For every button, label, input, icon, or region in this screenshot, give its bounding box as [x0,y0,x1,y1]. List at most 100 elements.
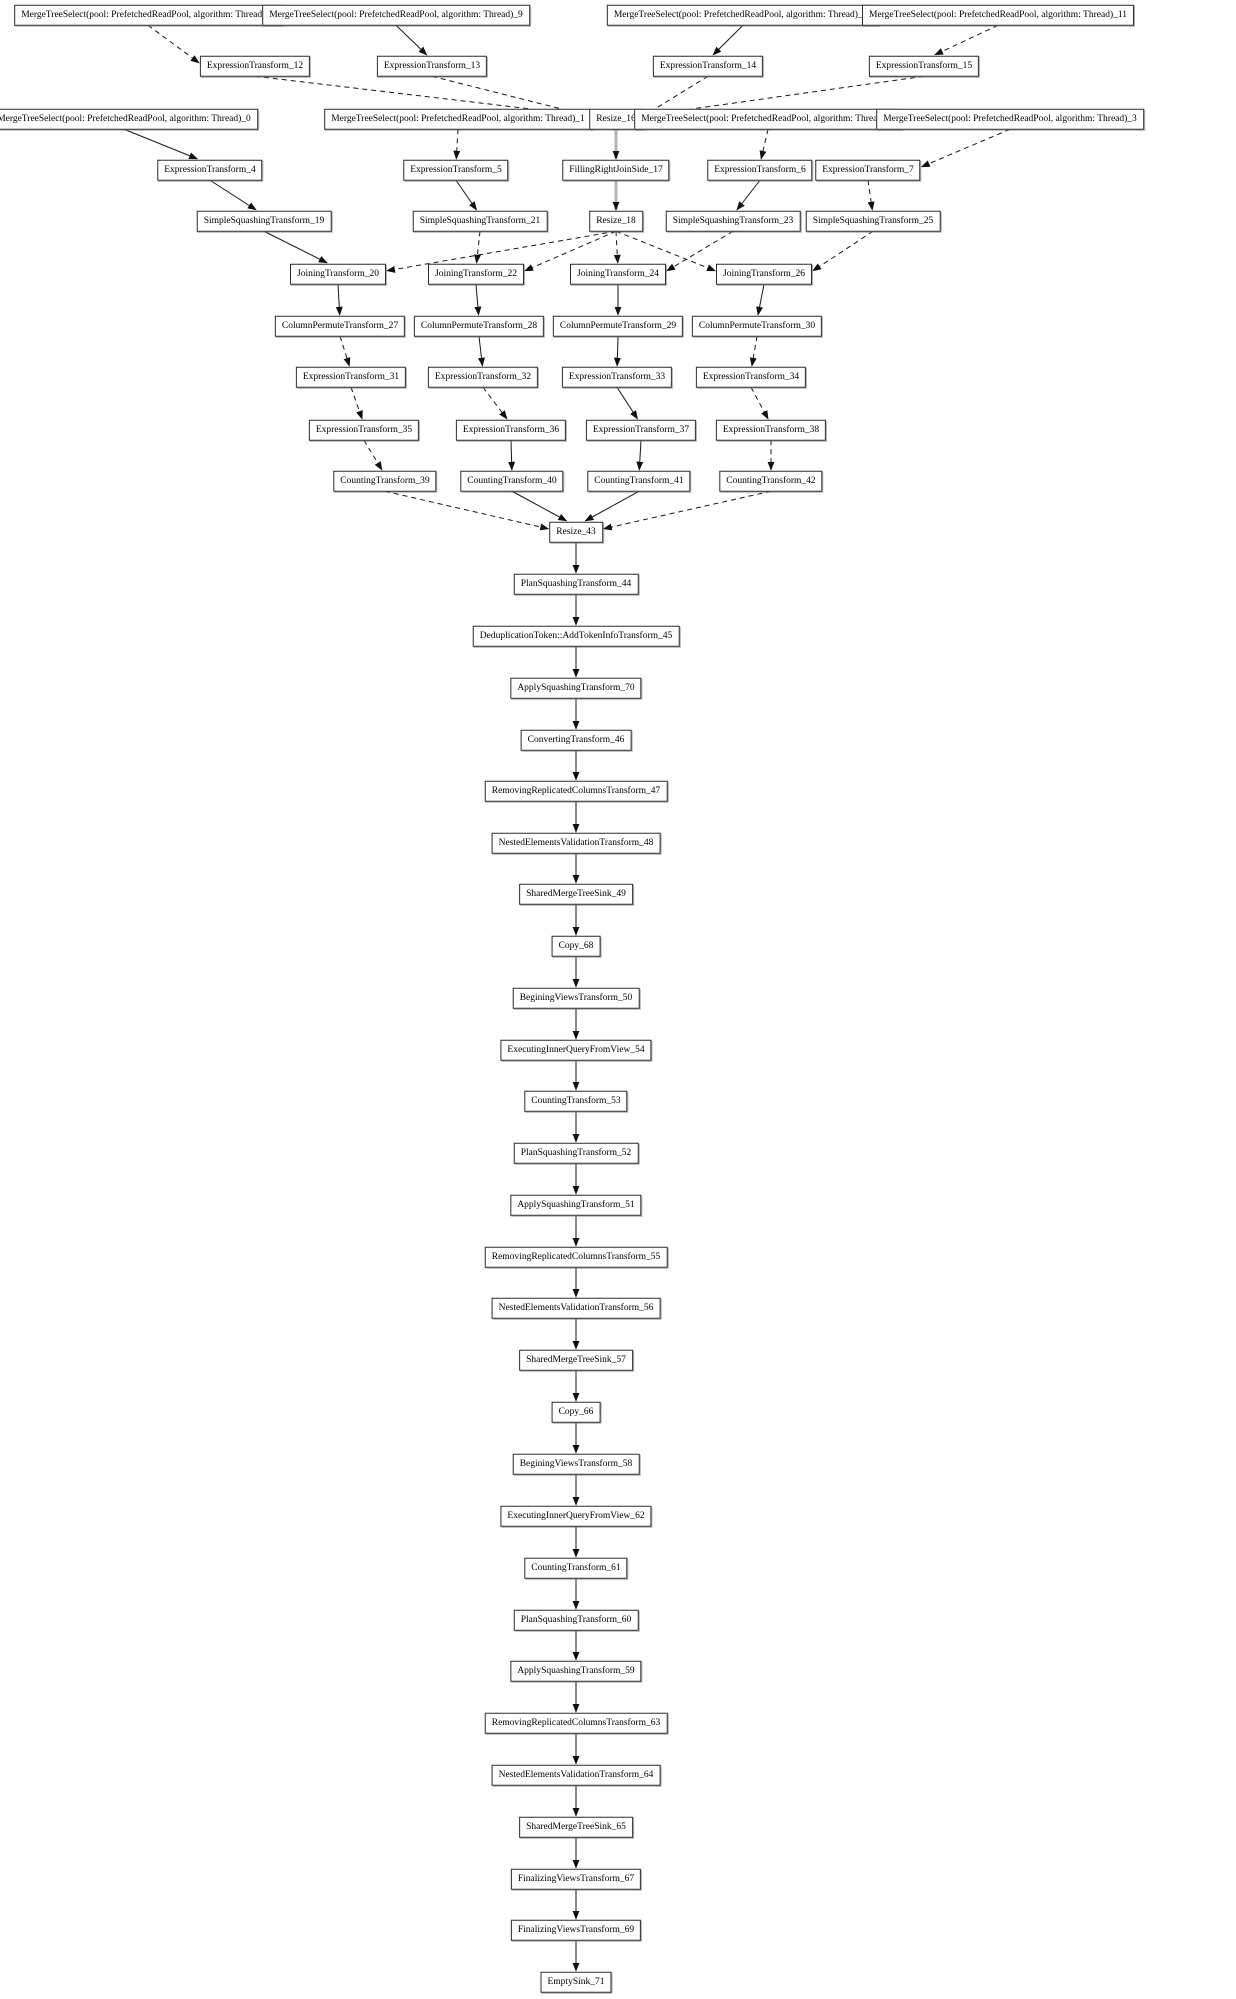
edge-JoiningTransform_22-to-ColumnPermuteTransform_28 [474,284,482,316]
node-FinalizingViewsTransform_67: FinalizingViewsTransform_67 [510,1868,642,1890]
node-ExpressionTransform_14: ExpressionTransform_14 [652,55,764,77]
edge-MergeTreeSelect_0-to-ExpressionTransform_4 [123,128,199,160]
edge-ColumnPermuteTransform_27-to-ExpressionTransform_31 [339,336,351,367]
node-ColumnPermuteTransform_27: ColumnPermuteTransform_27 [274,315,406,337]
node-MergeTreeSelect_11: MergeTreeSelect(pool: PrefetchedReadPool… [861,4,1135,26]
edge-CountingTransform_42-to-Resize_43 [602,490,772,531]
edge-SimpleSquashingTransform_21-to-JoiningTransform_22 [473,231,481,264]
edge-SimpleSquashingTransform_19-to-JoiningTransform_20 [263,230,328,264]
edge-ExpressionTransform_5-to-SimpleSquashingTransform_21 [455,179,477,211]
node-MergeTreeSelect_1: MergeTreeSelect(pool: PrefetchedReadPool… [324,108,592,130]
edge-ExpressionTransform_34-to-ExpressionTransform_38 [750,387,769,420]
node-ExpressionTransform_38: ExpressionTransform_38 [715,419,827,441]
node-CountingTransform_53: CountingTransform_53 [524,1090,628,1112]
node-ExpressionTransform_12: ExpressionTransform_12 [199,55,311,77]
node-RemovingReplicatedColumnsTransform_63: RemovingReplicatedColumnsTransform_63 [484,1712,668,1734]
node-PlanSquashingTransform_52: PlanSquashingTransform_52 [513,1142,639,1164]
node-JoiningTransform_22: JoiningTransform_22 [428,263,524,285]
edge-ExpressionTransform_4-to-SimpleSquashingTransform_19 [209,179,257,211]
node-CountingTransform_39: CountingTransform_39 [333,470,437,492]
edge-SimpleSquashingTransform_25-to-JoiningTransform_26 [812,230,874,272]
node-MergeTreeSelect_2: MergeTreeSelect(pool: PrefetchedReadPool… [634,108,902,130]
node-SharedMergeTreeSink_65: SharedMergeTreeSink_65 [519,1816,633,1838]
node-MergeTreeSelect_0: MergeTreeSelect(pool: PrefetchedReadPool… [0,108,258,130]
node-MergeTreeSelect_10: MergeTreeSelect(pool: PrefetchedReadPool… [606,4,880,26]
node-MergeTreeSelect_8: MergeTreeSelect(pool: PrefetchedReadPool… [14,4,282,26]
node-CountingTransform_40: CountingTransform_40 [460,470,564,492]
node-ColumnPermuteTransform_29: ColumnPermuteTransform_29 [552,315,684,337]
node-PlanSquashingTransform_60: PlanSquashingTransform_60 [513,1609,639,1631]
edge-ExpressionTransform_32-to-ExpressionTransform_36 [482,386,508,420]
node-ColumnPermuteTransform_28: ColumnPermuteTransform_28 [413,315,545,337]
node-MergeTreeSelect_3: MergeTreeSelect(pool: PrefetchedReadPool… [876,108,1144,130]
edge-ExpressionTransform_36-to-CountingTransform_40 [508,440,516,471]
edge-CountingTransform_40-to-Resize_43 [511,490,568,522]
edge-CountingTransform_41-to-Resize_43 [584,490,640,522]
node-Resize_43: Resize_43 [549,521,603,543]
node-ExpressionTransform_4: ExpressionTransform_4 [157,159,263,181]
node-BeginingViewsTransform_58: BeginingViewsTransform_58 [512,1453,640,1475]
node-BeginingViewsTransform_50: BeginingViewsTransform_50 [512,987,640,1009]
node-ExpressionTransform_15: ExpressionTransform_15 [868,55,980,77]
node-FillingRightJoinSide_17: FillingRightJoinSide_17 [562,159,670,181]
edge-CountingTransform_39-to-Resize_43 [384,490,550,531]
edge-JoiningTransform_26-to-ColumnPermuteTransform_30 [756,284,765,316]
node-CountingTransform_41: CountingTransform_41 [587,470,691,492]
node-FinalizingViewsTransform_69: FinalizingViewsTransform_69 [510,1919,642,1941]
edge-ColumnPermuteTransform_30-to-ExpressionTransform_34 [749,336,758,367]
node-ExpressionTransform_31: ExpressionTransform_31 [295,366,407,388]
node-PlanSquashingTransform_44: PlanSquashingTransform_44 [513,573,639,595]
node-ExpressionTransform_37: ExpressionTransform_37 [585,419,697,441]
node-NestedElementsValidationTransform_64: NestedElementsValidationTransform_64 [491,1764,661,1786]
node-EmptySink_71: EmptySink_71 [540,1971,612,1993]
edge-MergeTreeSelect_10-to-ExpressionTransform_14 [712,24,744,56]
node-Copy_68: Copy_68 [551,935,601,957]
node-ExpressionTransform_36: ExpressionTransform_36 [455,419,567,441]
node-RemovingReplicatedColumnsTransform_47: RemovingReplicatedColumnsTransform_47 [484,780,668,802]
node-SimpleSquashingTransform_25: SimpleSquashingTransform_25 [805,210,941,232]
edge-ColumnPermuteTransform_29-to-ExpressionTransform_33 [613,336,621,367]
edge-MergeTreeSelect_9-to-ExpressionTransform_13 [395,24,428,56]
node-ApplySquashingTransform_51: ApplySquashingTransform_51 [510,1194,642,1216]
node-CountingTransform_61: CountingTransform_61 [524,1557,628,1579]
node-ExpressionTransform_6: ExpressionTransform_6 [707,159,813,181]
node-NestedElementsValidationTransform_56: NestedElementsValidationTransform_56 [491,1297,661,1319]
edge-ExpressionTransform_7-to-SimpleSquashingTransform_25 [867,180,875,211]
node-SimpleSquashingTransform_19: SimpleSquashingTransform_19 [196,210,332,232]
node-ExpressionTransform_32: ExpressionTransform_32 [427,366,539,388]
node-Resize_18: Resize_18 [589,210,643,232]
node-ConvertingTransform_46: ConvertingTransform_46 [520,729,632,751]
node-ColumnPermuteTransform_30: ColumnPermuteTransform_30 [691,315,823,337]
edge-JoiningTransform_20-to-ColumnPermuteTransform_27 [335,284,343,316]
node-RemovingReplicatedColumnsTransform_55: RemovingReplicatedColumnsTransform_55 [484,1246,668,1268]
node-ExpressionTransform_34: ExpressionTransform_34 [695,366,807,388]
edge-ExpressionTransform_35-to-CountingTransform_39 [363,439,383,471]
edge-ExpressionTransform_31-to-ExpressionTransform_35 [350,387,363,420]
node-ApplySquashingTransform_59: ApplySquashingTransform_59 [510,1660,642,1682]
edge-ExpressionTransform_37-to-CountingTransform_41 [636,440,644,471]
node-ExpressionTransform_35: ExpressionTransform_35 [308,419,420,441]
node-ExpressionTransform_5: ExpressionTransform_5 [403,159,509,181]
node-SharedMergeTreeSink_49: SharedMergeTreeSink_49 [519,883,633,905]
node-SimpleSquashingTransform_21: SimpleSquashingTransform_21 [412,210,548,232]
edge-MergeTreeSelect_11-to-ExpressionTransform_15 [934,24,999,56]
node-SimpleSquashingTransform_23: SimpleSquashingTransform_23 [665,210,801,232]
node-Copy_66: Copy_66 [551,1401,601,1423]
node-ApplySquashingTransform_70: ApplySquashingTransform_70 [510,677,642,699]
edge-MergeTreeSelect_3-to-ExpressionTransform_7 [920,128,1011,168]
node-JoiningTransform_26: JoiningTransform_26 [716,263,812,285]
node-ExecutingInnerQueryFromView_62: ExecutingInnerQueryFromView_62 [500,1505,652,1527]
node-SharedMergeTreeSink_57: SharedMergeTreeSink_57 [519,1349,633,1371]
node-CountingTransform_42: CountingTransform_42 [719,470,823,492]
edge-MergeTreeSelect_2-to-ExpressionTransform_6 [759,129,769,160]
node-ExpressionTransform_7: ExpressionTransform_7 [815,159,921,181]
edge-ExpressionTransform_33-to-ExpressionTransform_37 [616,386,638,420]
node-MergeTreeSelect_9: MergeTreeSelect(pool: PrefetchedReadPool… [262,4,530,26]
edge-ExpressionTransform_6-to-SimpleSquashingTransform_23 [736,179,761,211]
edge-MergeTreeSelect_1-to-ExpressionTransform_5 [453,129,461,160]
edge-ColumnPermuteTransform_28-to-ExpressionTransform_32 [478,336,485,367]
node-JoiningTransform_20: JoiningTransform_20 [290,263,386,285]
node-DeduplicationToken_AddTokenInfoTransform_45: DeduplicationToken::AddTokenInfoTransfor… [472,625,680,647]
node-ExpressionTransform_13: ExpressionTransform_13 [376,55,488,77]
